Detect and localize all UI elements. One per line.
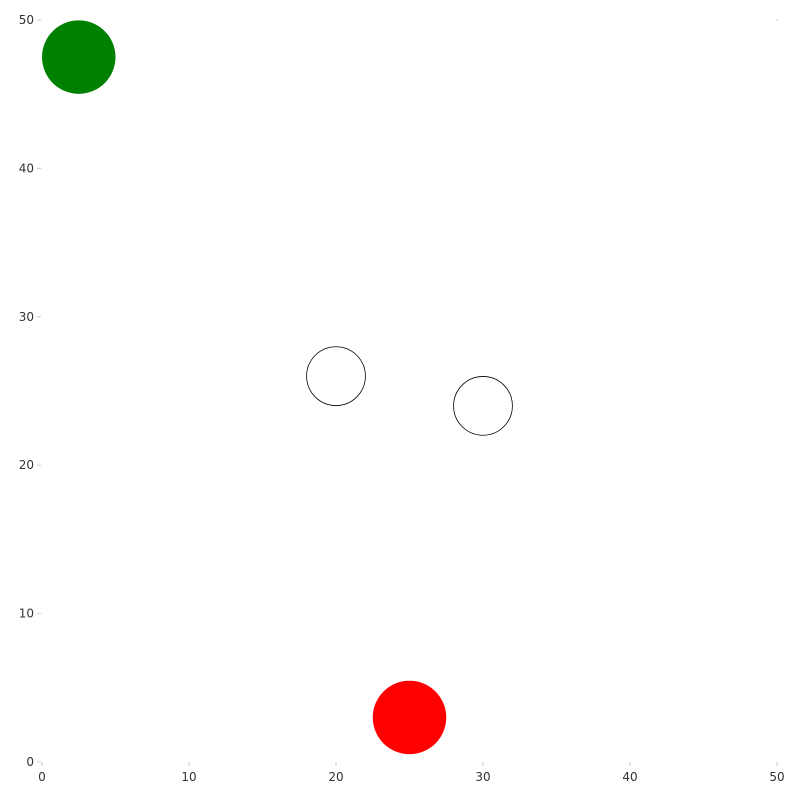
data-point-1 <box>42 20 116 94</box>
corner-marker <box>776 19 778 21</box>
data-points <box>42 20 513 755</box>
y-tick-label: 50 <box>19 13 34 27</box>
x-tick-label: 10 <box>181 770 196 784</box>
y-tick-label: 10 <box>19 607 34 621</box>
x-tick-label: 50 <box>769 770 784 784</box>
x-axis: 0 10 20 30 40 50 <box>38 762 785 784</box>
y-tick-label: 0 <box>26 755 34 769</box>
data-point-3 <box>453 376 513 436</box>
y-tick-label: 30 <box>19 310 34 324</box>
data-point-2 <box>306 346 366 406</box>
y-tick-label: 40 <box>19 161 34 175</box>
y-tick-label: 20 <box>19 458 34 472</box>
x-tick-label: 20 <box>328 770 343 784</box>
x-tick-label: 30 <box>475 770 490 784</box>
y-axis: 0 10 20 30 40 50 <box>19 13 41 769</box>
x-tick-label: 0 <box>38 770 46 784</box>
x-tick-label: 40 <box>622 770 637 784</box>
data-point-4 <box>372 680 447 755</box>
